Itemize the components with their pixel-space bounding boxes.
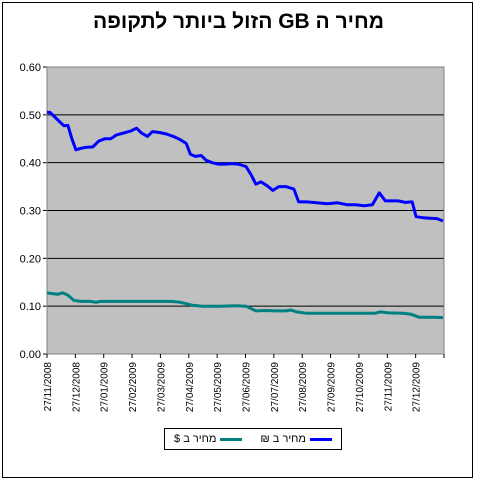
x-tick-label: 27/02/2009: [128, 362, 139, 412]
legend-swatch-ils: [309, 437, 332, 441]
x-tick-label: 27/11/2009: [383, 362, 394, 412]
x-tick-label: 27/04/2009: [185, 362, 196, 412]
x-tick-label: 27/01/2009: [100, 362, 111, 412]
x-tick-label: 27/03/2009: [156, 362, 167, 412]
y-tick-label: 0.20: [20, 253, 41, 265]
y-tick-label: 0.40: [20, 158, 41, 170]
series-line-usd: [46, 291, 444, 320]
x-tick-label: 27/12/2009: [412, 362, 423, 412]
x-tick-label: 27/07/2009: [270, 362, 281, 412]
x-tick-label: 27/08/2009: [298, 362, 309, 412]
x-tick-label: 27/09/2009: [327, 362, 338, 412]
chart-legend: מחיר ב ₪ מחיר ב $: [164, 428, 342, 450]
x-tick-label: 27/12/2008: [71, 362, 82, 412]
legend-label-ils: מחיר ב ₪: [260, 433, 306, 445]
legend-swatch-usd: [220, 437, 243, 441]
y-tick-label: 0.50: [20, 110, 41, 122]
legend-item-usd: מחיר ב $: [174, 433, 243, 445]
y-tick-label: 0.10: [20, 301, 41, 313]
x-tick-label: 27/10/2009: [355, 362, 366, 412]
y-tick-label: 0.60: [20, 62, 41, 74]
y-tick-label: 0.00: [20, 349, 41, 361]
x-tick-label: 27/11/2008: [43, 362, 54, 412]
series-line-ils: [47, 110, 444, 223]
x-tick-label: 27/05/2009: [213, 362, 224, 412]
legend-label-usd: מחיר ב $: [174, 433, 217, 445]
y-tick-label: 0.30: [20, 206, 41, 218]
x-tick-label: 27/06/2009: [242, 362, 253, 412]
chart-title: מחיר ה GB הזול ביותר לתקופה: [93, 10, 384, 33]
legend-item-ils: מחיר ב ₪: [260, 433, 332, 445]
